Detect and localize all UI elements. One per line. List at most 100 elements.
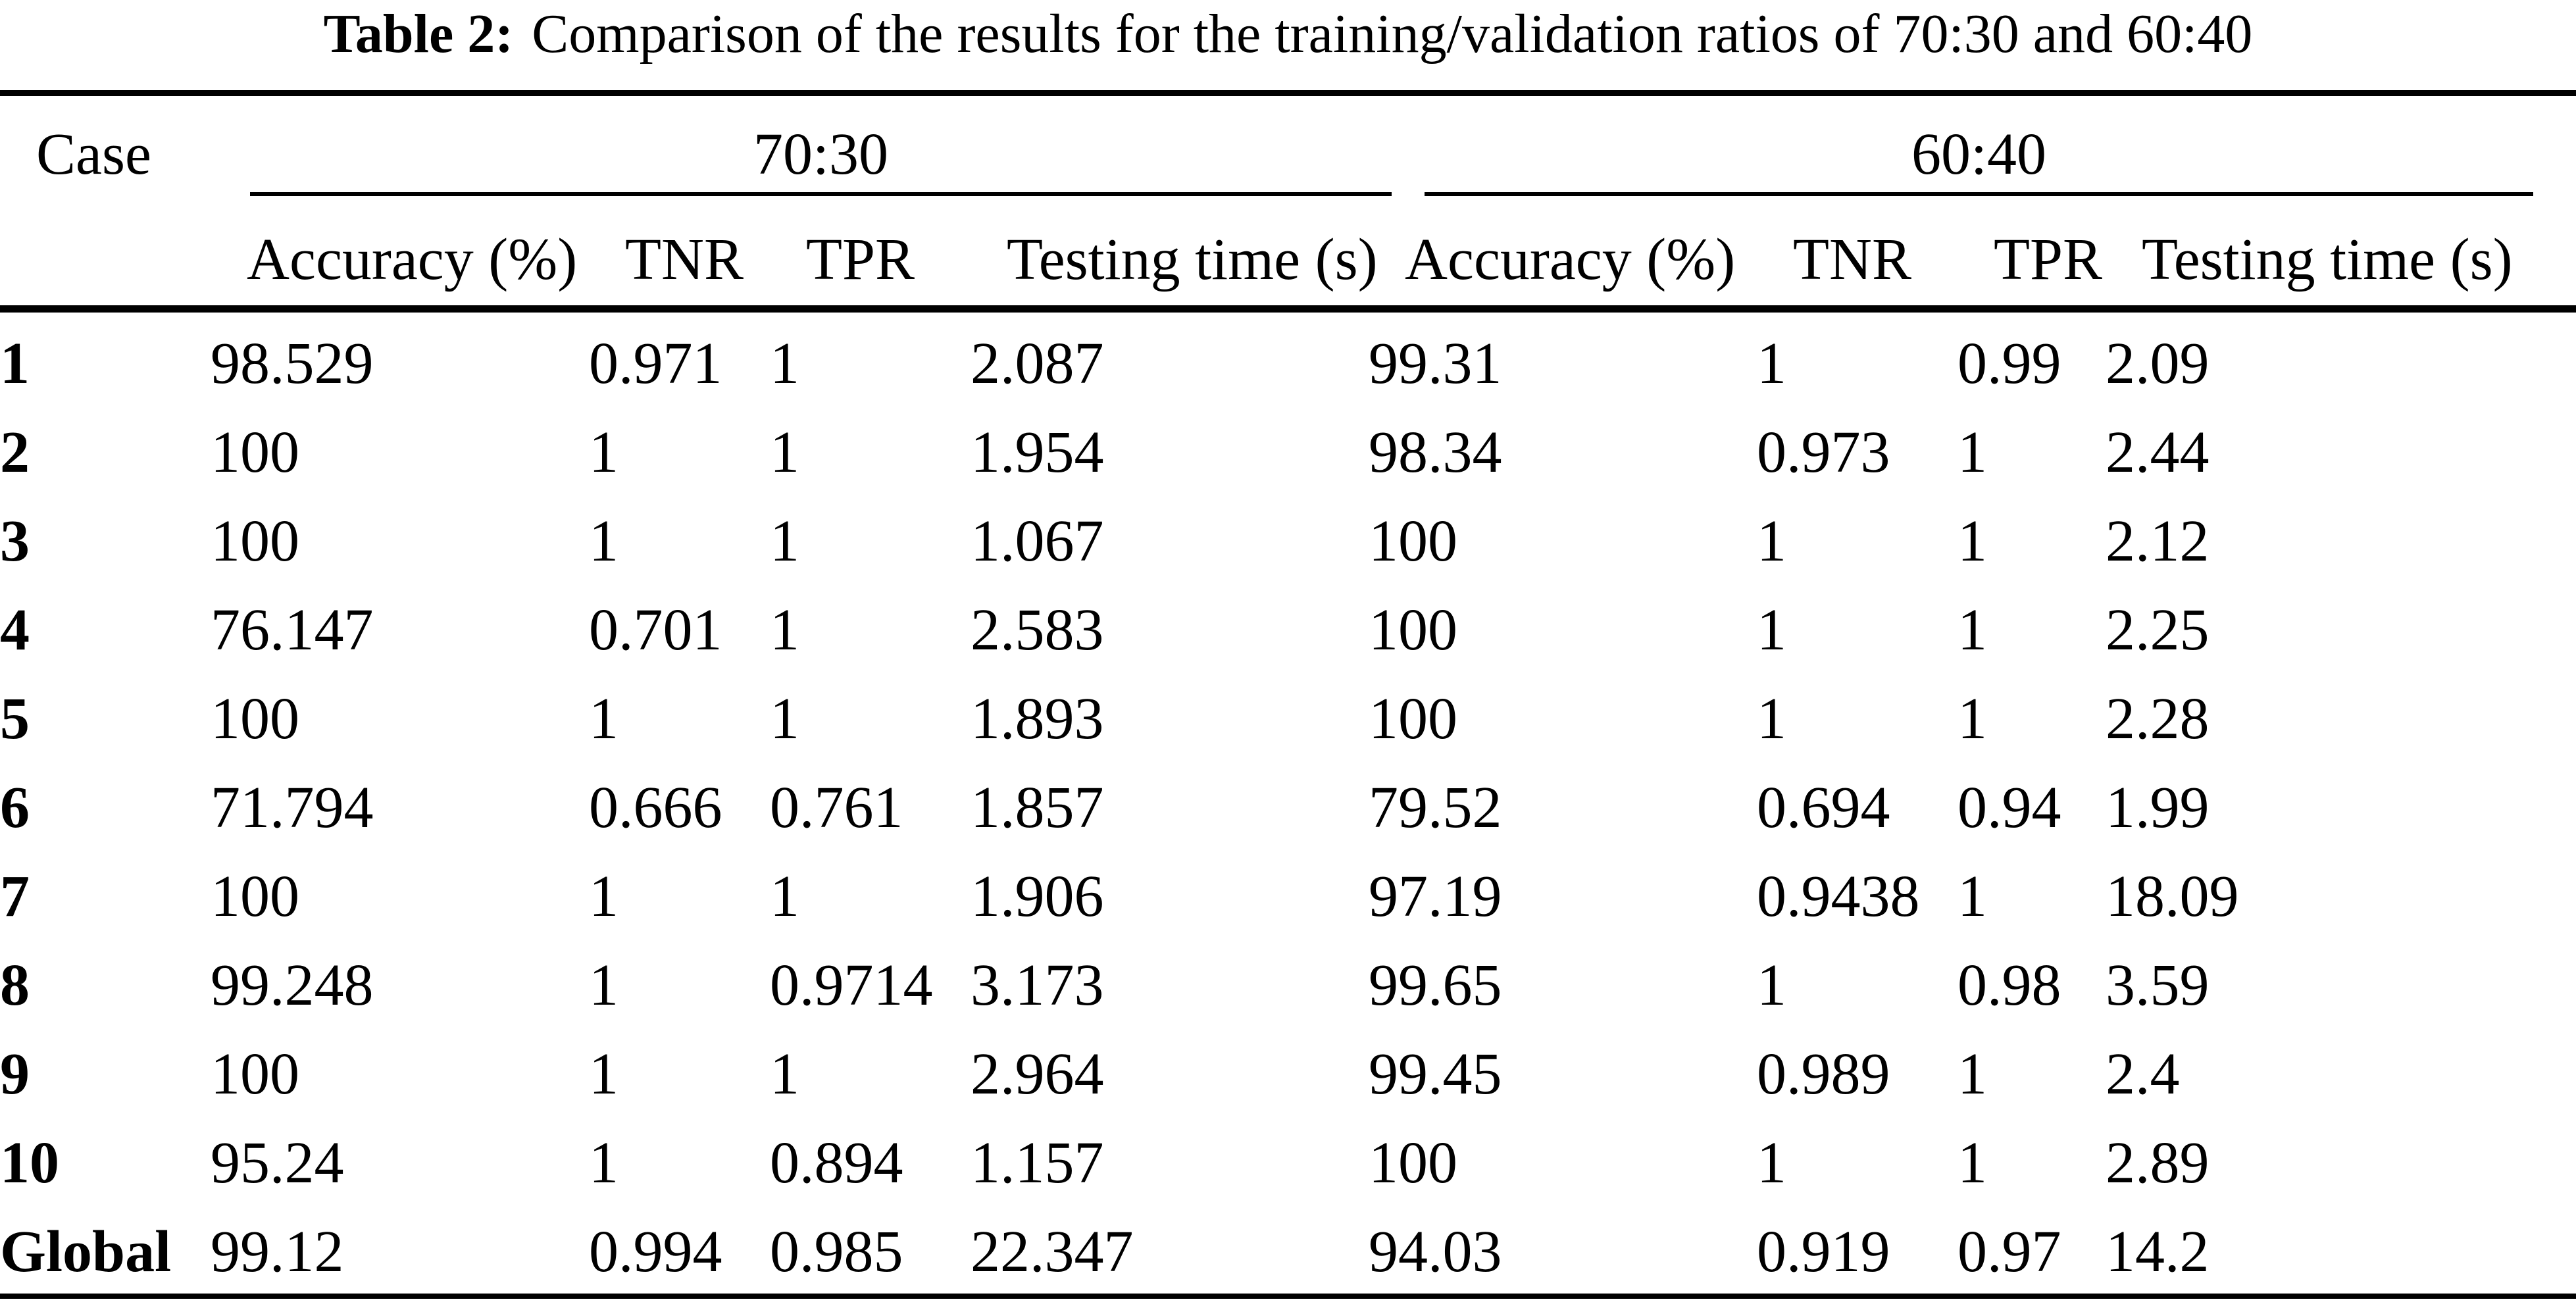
row-case-label: 6 <box>0 775 30 840</box>
table-body: 1 98.529 0.971 1 2.087 99.31 1 0.99 2.09 2 100 1 1 1.… <box>0 319 2540 1296</box>
row-value: 2.964 <box>971 1042 1104 1107</box>
row-value: 22.347 <box>971 1219 1134 1284</box>
column-header-accuracy-60-40: Accuracy (%) <box>1405 227 1736 292</box>
cmidrule-60-40 <box>1425 192 2533 196</box>
row-value: 2.89 <box>2106 1130 2210 1195</box>
row-case-label: 1 <box>0 331 30 396</box>
sub-header-spacer <box>36 230 247 289</box>
row-value: 2.09 <box>2106 331 2210 396</box>
top-rule <box>0 90 2576 96</box>
row-value: 1 <box>1757 331 1786 396</box>
row-value: 100 <box>1369 1130 1457 1195</box>
row-case-label: 8 <box>0 953 30 1018</box>
row-value: 1.906 <box>971 864 1104 929</box>
row-value: 1 <box>589 686 619 751</box>
row-value: 1 <box>770 509 799 574</box>
row-value: 2.28 <box>2106 686 2210 751</box>
table-row: 8 99.248 1 0.9714 3.173 99.65 1 0.98 3.59 <box>0 941 2540 1030</box>
row-value: 0.97 <box>1957 1219 2061 1284</box>
row-value: 1.857 <box>971 775 1104 840</box>
row-value: 99.248 <box>211 953 374 1018</box>
group-header-60-40: 60:40 <box>1911 122 2046 187</box>
row-value: 71.794 <box>211 775 374 840</box>
bottom-rule <box>0 1294 2576 1299</box>
row-value: 0.694 <box>1757 775 1890 840</box>
column-header-tpr-60-40: TPR <box>1994 227 2103 292</box>
row-value: 0.973 <box>1757 420 1890 485</box>
row-value: 95.24 <box>211 1130 344 1195</box>
table-row: 4 76.147 0.701 1 2.583 100 1 1 2.25 <box>0 586 2540 674</box>
row-value: 0.98 <box>1957 953 2061 1018</box>
row-value: 1 <box>1957 509 1987 574</box>
row-value: 0.701 <box>589 597 722 663</box>
row-value: 1 <box>589 420 619 485</box>
row-value: 1 <box>589 509 619 574</box>
row-value: 2.4 <box>2106 1042 2180 1107</box>
table-row: 1 98.529 0.971 1 2.087 99.31 1 0.99 2.09 <box>0 319 2540 408</box>
row-value: 1 <box>770 864 799 929</box>
row-case-label: 9 <box>0 1042 30 1107</box>
column-header-tpr-70-30: TPR <box>806 227 915 292</box>
column-header-testing-time-70-30: Testing time (s) <box>1007 227 1378 292</box>
row-value: 99.45 <box>1369 1042 1502 1107</box>
row-case-label: 10 <box>0 1130 59 1195</box>
row-case-label: 4 <box>0 597 30 663</box>
table-row: Global 99.12 0.994 0.985 22.347 94.03 0.919 0.9… <box>0 1207 2540 1296</box>
row-value: 100 <box>211 864 299 929</box>
row-value: 1.99 <box>2106 775 2210 840</box>
row-value: 79.52 <box>1369 775 1502 840</box>
row-value: 0.94 <box>1957 775 2061 840</box>
row-value: 0.761 <box>770 775 903 840</box>
table-row: 6 71.794 0.666 0.761 1.857 79.52 0.694 0.94 1.99 <box>0 763 2540 852</box>
row-value: 1 <box>589 953 619 1018</box>
row-value: 94.03 <box>1369 1219 1502 1284</box>
row-value: 1 <box>1757 597 1786 663</box>
row-value: 100 <box>211 686 299 751</box>
row-value: 2.583 <box>971 597 1104 663</box>
table-row: 2 100 1 1 1.954 98.34 0.973 1 2.44 <box>0 408 2540 497</box>
column-header-testing-time-60-40: Testing time (s) <box>2142 227 2513 292</box>
row-value: 1 <box>1757 953 1786 1018</box>
row-value: 1.067 <box>971 509 1104 574</box>
row-value: 3.59 <box>2106 953 2210 1018</box>
column-header-case: Case <box>36 122 151 187</box>
table-caption: Table 2: Comparison of the results for th… <box>0 0 2576 68</box>
row-value: 1 <box>1957 597 1987 663</box>
row-value: 1.157 <box>971 1130 1104 1195</box>
row-value: 1 <box>1757 509 1786 574</box>
row-value: 0.894 <box>770 1130 903 1195</box>
row-value: 0.971 <box>589 331 722 396</box>
row-value: 100 <box>1369 509 1457 574</box>
row-value: 1 <box>770 420 799 485</box>
row-value: 100 <box>1369 686 1457 751</box>
row-value: 0.919 <box>1757 1219 1890 1284</box>
row-value: 97.19 <box>1369 864 1502 929</box>
row-value: 1 <box>770 597 799 663</box>
row-value: 99.31 <box>1369 331 1502 396</box>
row-value: 100 <box>1369 597 1457 663</box>
row-value: 0.985 <box>770 1219 903 1284</box>
row-value: 1 <box>589 864 619 929</box>
row-value: 1 <box>1957 420 1987 485</box>
row-value: 100 <box>211 1042 299 1107</box>
row-case-label: 5 <box>0 686 30 751</box>
row-value: 1 <box>1757 686 1786 751</box>
sub-header-row: Accuracy (%) TNR TPR Testing time (s) Ac… <box>36 230 2576 289</box>
row-value: 1 <box>1957 1042 1987 1107</box>
row-case-label: 2 <box>0 420 30 485</box>
row-value: 2.25 <box>2106 597 2210 663</box>
row-value: 100 <box>211 509 299 574</box>
table-caption-label: Table 2: <box>323 3 514 64</box>
row-value: 2.087 <box>971 331 1104 396</box>
table-row: 10 95.24 1 0.894 1.157 100 1 1 2.89 <box>0 1119 2540 1207</box>
table-row: 3 100 1 1 1.067 100 1 1 2.12 <box>0 497 2540 586</box>
row-value: 3.173 <box>971 953 1104 1018</box>
row-value: 18.09 <box>2106 864 2239 929</box>
column-header-tnr-70-30: TNR <box>625 227 744 292</box>
row-value: 0.666 <box>589 775 722 840</box>
table-caption-text: Comparison of the results for the traini… <box>532 3 2253 64</box>
row-case-label: Global <box>0 1219 172 1284</box>
row-value: 1 <box>770 686 799 751</box>
column-header-accuracy-70-30: Accuracy (%) <box>247 227 578 292</box>
row-value: 14.2 <box>2106 1219 2210 1284</box>
